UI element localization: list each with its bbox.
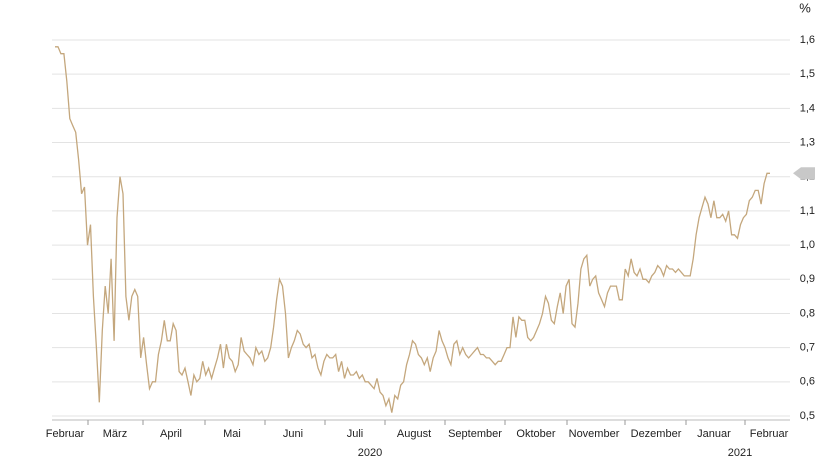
x-tick-label: Juli xyxy=(347,428,364,440)
y-tick-label: 1,3 xyxy=(800,136,815,148)
year-label: 2020 xyxy=(358,447,382,459)
y-tick-label: 1,6 xyxy=(800,34,815,46)
x-tick-label: August xyxy=(397,428,431,440)
x-tick-label: Januar xyxy=(697,428,731,440)
x-tick-label: März xyxy=(103,428,127,440)
x-tick-label: Oktober xyxy=(516,428,555,440)
line xyxy=(55,46,770,413)
x-tick-label: Februar xyxy=(750,428,789,440)
x-tick-label: April xyxy=(160,428,182,440)
x-tick-label: September xyxy=(448,428,502,440)
x-tick-label: Mai xyxy=(223,428,241,440)
y-tick-label: 1,0 xyxy=(800,239,815,251)
y-tick-label: 1,4 xyxy=(800,102,815,114)
last-value-tag xyxy=(793,167,815,180)
x-tick-label: Februar xyxy=(46,428,85,440)
x-tick-label: Dezember xyxy=(631,428,682,440)
unit-label: % xyxy=(799,0,811,15)
y-tick-label: 1,5 xyxy=(800,68,815,80)
y-tick-label: 0,8 xyxy=(800,307,815,319)
y-tick-label: 0,7 xyxy=(800,342,815,354)
y-tick-label: 1,1 xyxy=(800,205,815,217)
y-tick-label: 0,5 xyxy=(800,410,815,422)
y-tick-label: 0,9 xyxy=(800,273,815,285)
y-tick-label: 0,6 xyxy=(800,376,815,388)
x-tick-label: Juni xyxy=(283,428,303,440)
year-label: 2021 xyxy=(728,447,752,459)
x-tick-label: November xyxy=(569,428,620,440)
